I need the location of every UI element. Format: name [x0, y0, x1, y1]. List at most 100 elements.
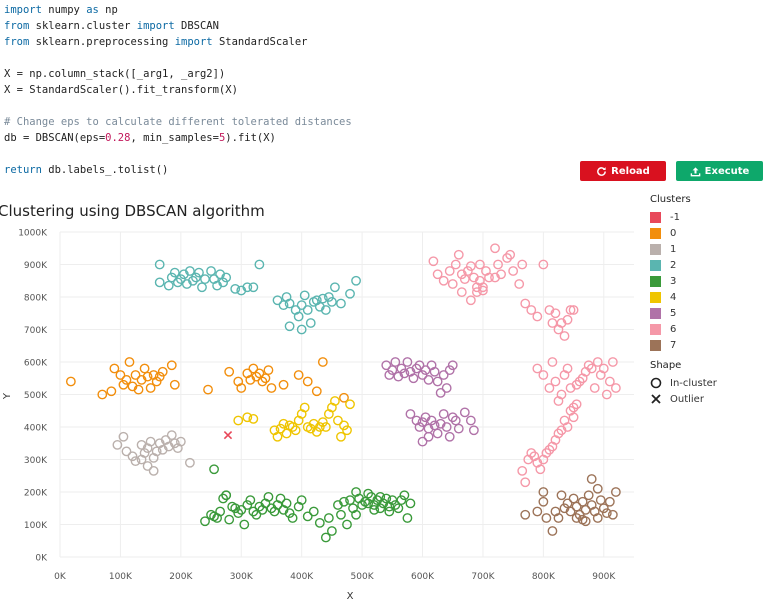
cluster-6-point	[526, 448, 537, 458]
cluster-5-point	[420, 365, 431, 376]
x-axis-label: X	[347, 591, 354, 602]
legend-shape-label: Outlier	[670, 393, 704, 405]
cluster-1-point	[136, 454, 147, 465]
cluster-3-point	[399, 490, 410, 501]
cluster-2-point	[345, 288, 355, 299]
legend-cluster-2: 2	[650, 257, 717, 273]
cluster-5-point	[441, 422, 452, 432]
cluster-3-point	[339, 496, 349, 507]
cluster-1-point	[130, 456, 141, 467]
cluster-0-point	[166, 360, 177, 371]
cluster-6-point	[490, 243, 500, 254]
cluster-7-point	[538, 496, 549, 507]
reload-button[interactable]: Reload	[580, 161, 666, 181]
cluster-2-point	[242, 282, 253, 293]
outlier-point	[223, 430, 233, 440]
legend-cluster-7: 7	[650, 337, 717, 353]
cluster-6-point	[526, 305, 537, 315]
cluster-4-point	[336, 431, 346, 442]
cluster-4-point	[287, 422, 298, 432]
cluster-6-point	[568, 402, 579, 413]
cluster-6-point	[517, 259, 528, 270]
x-tick-label: 700K	[471, 572, 495, 582]
cluster-7-point	[598, 503, 609, 514]
legend-cluster-6: 6	[650, 321, 717, 337]
y-axis-label: Y	[2, 392, 13, 400]
cluster-2-point	[175, 274, 186, 285]
cluster-4-point	[320, 422, 331, 432]
cluster-4-point	[278, 418, 289, 429]
cluster-6-point	[475, 259, 485, 270]
cluster-6-point	[610, 383, 621, 393]
cluster-5-point	[450, 415, 461, 426]
cluster-1-point	[142, 461, 153, 471]
cluster-6-point	[544, 383, 555, 393]
cluster-0-point	[142, 371, 153, 382]
cluster-2-point	[200, 274, 210, 285]
x-tick-label: 200K	[169, 572, 193, 582]
cluster-2-point	[194, 267, 204, 278]
cluster-2-point	[154, 259, 165, 270]
cluster-6-point	[465, 261, 476, 272]
cluster-7-point	[547, 526, 558, 536]
cluster-3-point	[381, 493, 392, 504]
legend-cluster-3: 3	[650, 273, 717, 289]
legend-cluster-label: 6	[670, 323, 677, 335]
cluster-2-point	[284, 321, 295, 332]
code-editor[interactable]: import numpy as np from sklearn.cluster i…	[4, 2, 352, 178]
cluster-3-point	[233, 508, 244, 519]
cluster-0-point	[278, 379, 289, 390]
cluster-2-point	[185, 266, 195, 276]
cluster-6-point	[607, 357, 618, 367]
cluster-3-point	[396, 495, 407, 506]
cluster-0-point	[293, 370, 304, 380]
legend-cluster-1: 1	[650, 241, 717, 257]
legend-shape-outlier: Outlier	[650, 391, 717, 407]
cluster-7-point	[592, 513, 603, 523]
cluster-2-point	[248, 282, 259, 293]
x-tick-label: 0K	[54, 572, 67, 582]
cluster-6-point	[574, 376, 585, 387]
cluster-3-point	[375, 503, 386, 514]
cluster-3-point	[351, 487, 361, 497]
x-tick-label: 600K	[411, 572, 435, 582]
cluster-5-point	[390, 357, 401, 367]
legend-swatch	[650, 211, 661, 223]
cluster-6-point	[589, 383, 600, 393]
cluster-5-point	[438, 370, 449, 380]
cluster-4-point	[299, 402, 310, 413]
cluster-6-point	[484, 272, 494, 283]
cluster-6-point	[459, 274, 470, 285]
legend-shape-in-cluster: In-cluster	[650, 375, 717, 391]
cluster-3-point	[224, 514, 235, 525]
cluster-6-point	[520, 477, 531, 488]
cluster-2-point	[221, 272, 232, 283]
cluster-7-point	[586, 474, 597, 484]
cluster-0-point	[157, 366, 168, 377]
cluster-3-point	[221, 490, 232, 501]
execute-button[interactable]: Execute	[676, 161, 763, 181]
cluster-6-point	[490, 272, 500, 283]
cluster-2-point	[351, 275, 361, 286]
cluster-6-point	[541, 448, 552, 458]
cluster-7-point	[604, 496, 615, 507]
legend-cluster-label: 0	[670, 227, 677, 239]
cluster-3-point	[357, 500, 368, 510]
refresh-icon	[596, 166, 607, 177]
cluster-6-point	[601, 389, 612, 400]
y-tick-label: 400K	[24, 424, 48, 434]
cluster-5-point	[417, 370, 428, 380]
cluster-0-point	[236, 383, 247, 393]
cluster-3-point	[200, 516, 210, 527]
cluster-3-point	[393, 503, 404, 514]
cluster-5-point	[381, 360, 392, 371]
cluster-6-point	[586, 363, 597, 374]
cluster-5-point	[402, 357, 413, 367]
cluster-5-point	[408, 373, 419, 384]
reload-label: Reload	[611, 165, 650, 177]
cluster-0-point	[302, 376, 313, 387]
cluster-5-point	[423, 431, 434, 442]
cluster-2-point	[330, 282, 340, 293]
cluster-6-point	[532, 311, 543, 322]
cluster-6-point	[562, 363, 573, 374]
